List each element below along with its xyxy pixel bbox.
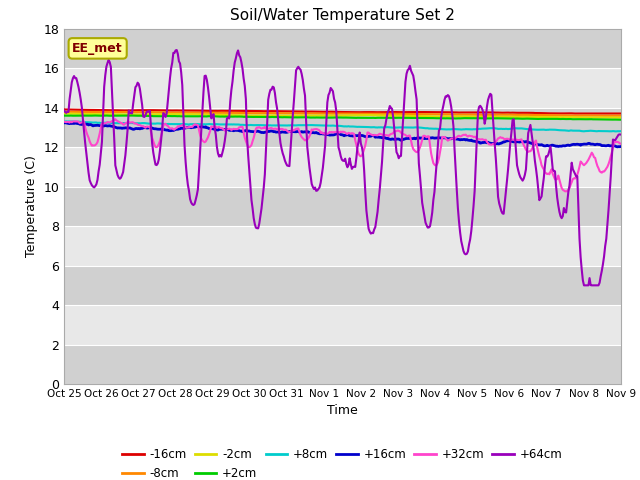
+2cm xyxy=(393,115,401,120)
+16cm xyxy=(393,136,401,142)
+2cm xyxy=(518,116,525,121)
-16cm xyxy=(572,111,579,117)
-16cm xyxy=(516,110,524,116)
Line: +16cm: +16cm xyxy=(64,123,621,147)
Bar xyxy=(64,68,621,108)
+8cm xyxy=(62,119,70,124)
Bar xyxy=(64,226,621,265)
+16cm xyxy=(60,120,68,126)
-8cm xyxy=(602,113,610,119)
+64cm xyxy=(606,190,614,196)
-8cm xyxy=(617,113,625,119)
+64cm xyxy=(580,282,588,288)
Line: +64cm: +64cm xyxy=(64,50,621,285)
Bar xyxy=(64,265,621,305)
+32cm xyxy=(362,137,370,143)
-8cm xyxy=(362,111,370,117)
-2cm xyxy=(60,111,68,117)
+16cm xyxy=(617,144,625,149)
-16cm xyxy=(328,109,335,115)
+32cm xyxy=(606,158,614,164)
Line: +2cm: +2cm xyxy=(64,116,621,120)
Line: -8cm: -8cm xyxy=(64,112,621,116)
Bar xyxy=(64,345,621,384)
-2cm xyxy=(362,112,369,118)
+32cm xyxy=(326,129,333,135)
Line: -2cm: -2cm xyxy=(64,114,621,118)
Bar xyxy=(64,147,621,187)
Title: Soil/Water Temperature Set 2: Soil/Water Temperature Set 2 xyxy=(230,9,455,24)
+64cm xyxy=(362,207,370,213)
Line: +8cm: +8cm xyxy=(64,121,621,132)
-8cm xyxy=(393,111,401,117)
-2cm xyxy=(516,114,524,120)
+2cm xyxy=(329,115,337,120)
-2cm xyxy=(324,113,332,119)
Legend: -16cm, -8cm, -2cm, +2cm, +8cm, +16cm, +32cm, +64cm: -16cm, -8cm, -2cm, +2cm, +8cm, +16cm, +3… xyxy=(118,444,567,480)
Bar xyxy=(64,305,621,345)
+64cm xyxy=(617,132,625,137)
Bar xyxy=(64,29,621,68)
+8cm xyxy=(617,128,625,134)
-8cm xyxy=(518,112,525,118)
+2cm xyxy=(362,115,370,120)
+32cm xyxy=(393,128,401,134)
+8cm xyxy=(362,124,370,130)
-2cm xyxy=(617,115,625,120)
+16cm xyxy=(326,132,333,138)
+8cm xyxy=(605,128,612,134)
+32cm xyxy=(563,189,570,194)
-2cm xyxy=(328,113,335,119)
+32cm xyxy=(60,119,68,125)
+2cm xyxy=(326,115,333,120)
-2cm xyxy=(392,113,399,119)
+16cm xyxy=(329,132,337,138)
-8cm xyxy=(606,113,614,119)
+8cm xyxy=(393,125,401,131)
-2cm xyxy=(614,115,621,120)
-16cm xyxy=(392,109,399,115)
+64cm xyxy=(60,108,68,113)
+16cm xyxy=(362,134,370,140)
-16cm xyxy=(60,107,68,112)
-16cm xyxy=(324,109,332,115)
+16cm xyxy=(61,120,69,126)
Bar xyxy=(64,187,621,226)
+64cm xyxy=(326,90,333,96)
+16cm xyxy=(518,139,525,144)
-16cm xyxy=(605,111,612,117)
-16cm xyxy=(617,111,625,117)
+64cm xyxy=(518,176,525,182)
Y-axis label: Temperature (C): Temperature (C) xyxy=(25,156,38,257)
+16cm xyxy=(614,144,621,150)
Bar xyxy=(64,108,621,147)
Line: +32cm: +32cm xyxy=(64,119,621,192)
+8cm xyxy=(60,119,68,124)
-8cm xyxy=(329,111,337,117)
Text: EE_met: EE_met xyxy=(72,42,123,55)
-8cm xyxy=(326,110,333,116)
+32cm xyxy=(329,130,337,135)
-2cm xyxy=(604,115,611,120)
+8cm xyxy=(611,129,619,134)
+2cm xyxy=(605,117,612,122)
-16cm xyxy=(362,109,369,115)
+2cm xyxy=(60,113,68,119)
+32cm xyxy=(518,136,525,142)
+16cm xyxy=(605,143,612,148)
+2cm xyxy=(617,117,625,122)
+64cm xyxy=(329,88,337,94)
+2cm xyxy=(92,113,99,119)
Line: -16cm: -16cm xyxy=(64,109,621,114)
+64cm xyxy=(173,47,180,53)
+8cm xyxy=(329,123,337,129)
-8cm xyxy=(61,109,69,115)
+8cm xyxy=(326,123,333,129)
-8cm xyxy=(60,109,68,115)
+32cm xyxy=(617,141,625,147)
X-axis label: Time: Time xyxy=(327,405,358,418)
+64cm xyxy=(393,149,401,155)
+8cm xyxy=(518,125,525,131)
+32cm xyxy=(111,116,119,122)
